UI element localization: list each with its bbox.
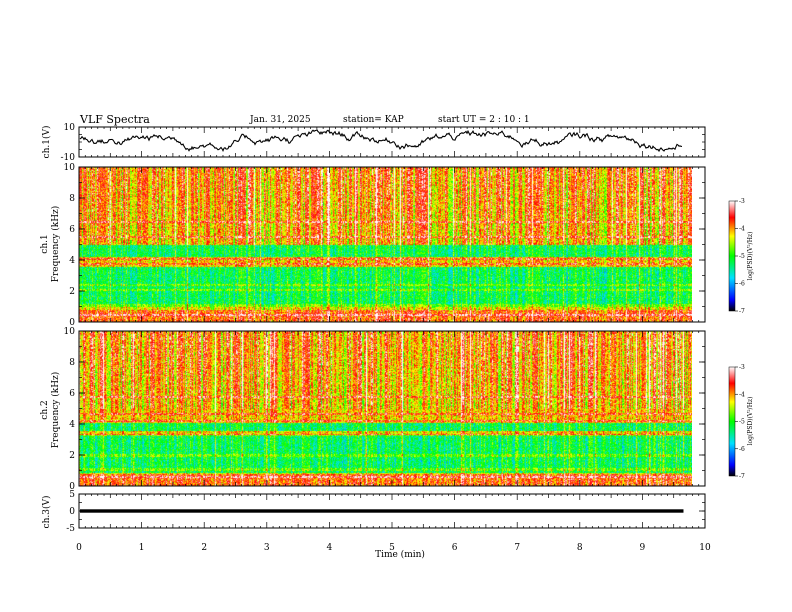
ch1-colorbar-tick-label: -6 xyxy=(739,281,745,288)
date-label: Jan. 31, 2025 xyxy=(249,115,311,125)
ch1-spec-ytick-label: 2 xyxy=(69,287,75,297)
ch2-spec-ytick-label: 10 xyxy=(64,327,76,337)
ch3-wave-ytick-label: 0 xyxy=(69,507,75,517)
ch3-waveform xyxy=(80,509,684,513)
x-tick-label: 1 xyxy=(139,543,145,553)
x-tick-label: 3 xyxy=(264,543,270,553)
ch1-wave-ylabel: ch.1(V) xyxy=(41,126,52,159)
ch1-waveform xyxy=(79,129,683,153)
ch2-spec-ytick-label: 6 xyxy=(69,389,75,399)
ch2-spectrogram-image xyxy=(79,331,692,486)
ch1-wave-ytick-label: -10 xyxy=(61,153,76,163)
ch1-spec-ylabel: Frequency (kHz) xyxy=(50,206,61,283)
ch3-wave-ytick-label: 5 xyxy=(69,490,75,500)
ch1-wave-ytick-label: 10 xyxy=(64,123,76,133)
ch3-wave-ylabel: ch.3(V) xyxy=(41,496,52,529)
ch1-spec-ytick-label: 6 xyxy=(69,225,75,235)
ch1-spectrogram xyxy=(79,167,692,322)
station-label: station= KAP xyxy=(343,115,404,125)
ch1-colorbar-tick-label: -3 xyxy=(739,198,745,205)
ch2-spec-ytick-label: 0 xyxy=(69,482,75,492)
ch1-colorbar xyxy=(728,200,736,312)
ch3-wave-ytick-label: -5 xyxy=(66,524,75,534)
ch1-colorbar-tick-label: -4 xyxy=(739,226,745,233)
x-tick-label: 4 xyxy=(327,543,333,553)
x-axis-label: Time (min) xyxy=(375,549,425,560)
x-tick-label: 6 xyxy=(452,543,458,553)
ch1-spec-ytick-label: 8 xyxy=(69,194,75,204)
start-ut-label: start UT = 2 : 10 : 1 xyxy=(438,115,530,125)
ch2-colorbar-tick-label: -7 xyxy=(739,473,745,480)
ch1-spec-ytick-label: 10 xyxy=(64,163,76,173)
x-tick-label: 7 xyxy=(514,543,520,553)
x-tick-label: 9 xyxy=(640,543,646,553)
ch2-colorbar-tick-label: -5 xyxy=(739,419,745,426)
ch2-colorbar-label: log(PSD)(V²/Hz) xyxy=(747,397,754,446)
colorbar-ticks: -3 -4 -5 -6 -7 -3 -4 -5 -6 -7 xyxy=(735,198,745,480)
x-tick-label: 0 xyxy=(76,543,82,553)
x-tick-label: 8 xyxy=(577,543,583,553)
ch2-colorbar-tick-label: -4 xyxy=(739,391,745,398)
ch2-spec-ytick-label: 2 xyxy=(69,451,75,461)
x-tick-label: 5 xyxy=(389,543,395,553)
x-tick-label: 10 xyxy=(699,543,711,553)
ch2-spectrogram xyxy=(79,331,692,486)
ch1-spectrogram-image xyxy=(79,167,692,322)
ch2-colorbar-tick-label: -6 xyxy=(739,446,745,453)
x-tick-label: 2 xyxy=(201,543,207,553)
ch1-colorbar-tick-label: -7 xyxy=(739,308,745,315)
ch1-colorbar-label: log(PSD)(V²/Hz) xyxy=(747,232,754,281)
ch2-colorbar-tick-label: -3 xyxy=(739,364,745,371)
chart-title: VLF Spectra xyxy=(79,113,150,126)
ch2-colorbar xyxy=(728,366,736,477)
ch1-spec-ytick-label: 0 xyxy=(69,318,75,328)
ch1-spec-ylabel-top: ch.1 xyxy=(40,234,50,253)
ch2-spec-ytick-label: 4 xyxy=(69,420,75,430)
ch1-colorbar-tick-label: -5 xyxy=(739,253,745,260)
ch2-spec-ytick-label: 8 xyxy=(69,358,75,368)
ch2-spec-ylabel: Frequency (kHz) xyxy=(50,372,61,449)
ch2-spec-ylabel-top: ch.2 xyxy=(40,400,50,419)
ch1-spec-ytick-label: 4 xyxy=(69,256,75,266)
